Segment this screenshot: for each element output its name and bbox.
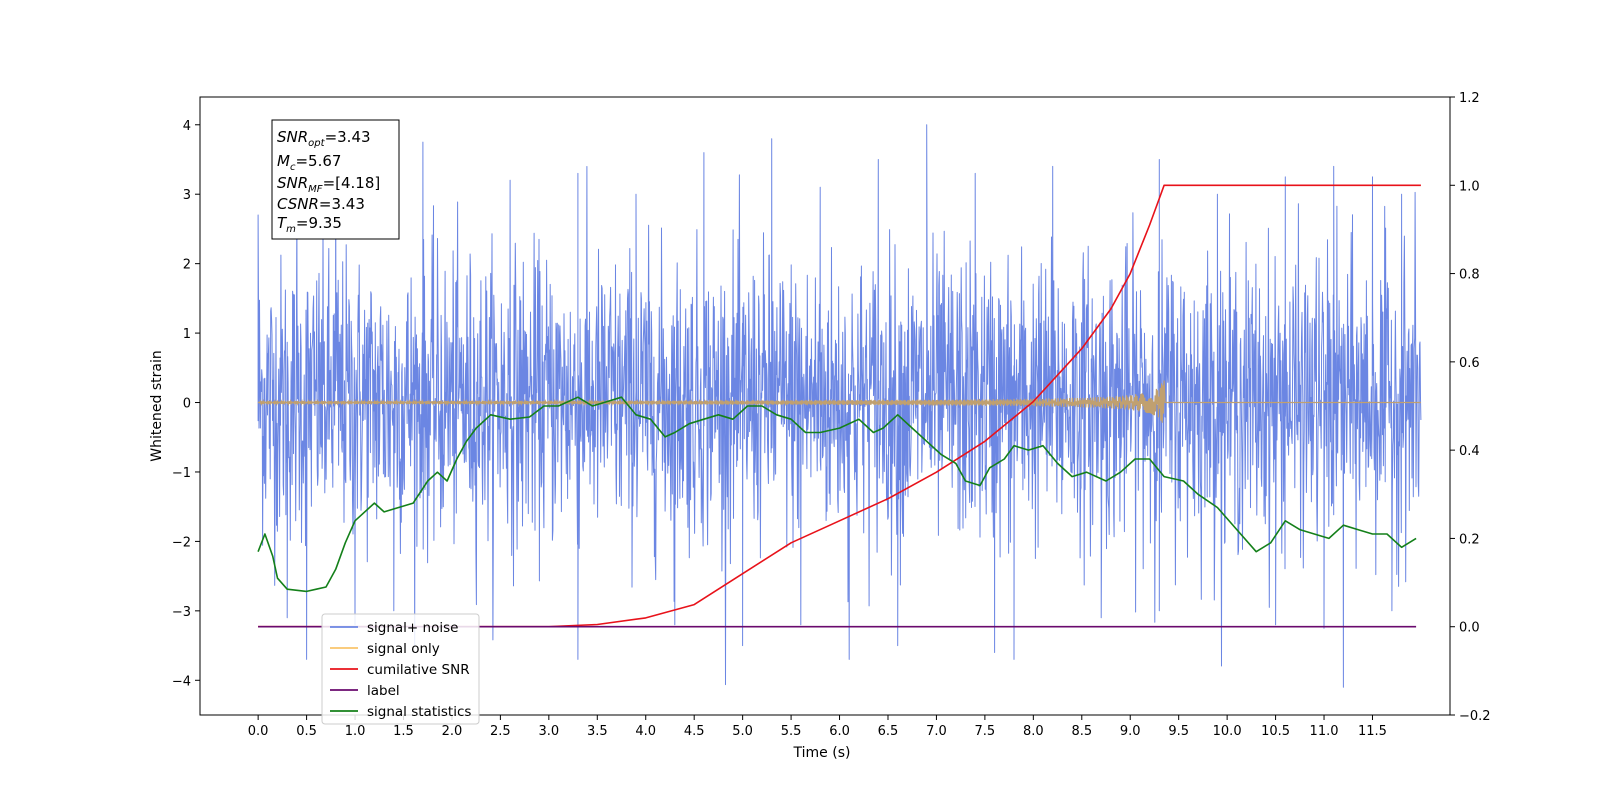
series-signal-noise xyxy=(257,124,1422,688)
y-left-tick-label: −3 xyxy=(172,605,191,620)
y-right-tick-label: 0.8 xyxy=(1459,268,1480,283)
y-left-tick-label: 4 xyxy=(183,119,191,134)
x-tick-label: 10.0 xyxy=(1213,724,1242,739)
axes-frame xyxy=(199,96,1451,716)
x-tick-label: 5.5 xyxy=(781,724,802,739)
x-tick-label: 6.5 xyxy=(878,724,899,739)
x-tick-label: 8.0 xyxy=(1023,724,1044,739)
y-left-tick-label: 3 xyxy=(183,188,191,203)
y-axis-label: Whitened strain xyxy=(149,350,165,461)
legend-label: cumilative SNR xyxy=(367,662,470,678)
x-tick-label: 2.5 xyxy=(490,724,511,739)
legend-label: label xyxy=(367,683,400,699)
x-tick-label: 11.0 xyxy=(1310,724,1339,739)
x-tick-label: 6.0 xyxy=(829,724,850,739)
y-left-tick-label: 1 xyxy=(183,327,191,342)
x-tick-label: 1.5 xyxy=(393,724,414,739)
y-left-tick-label: −2 xyxy=(172,535,191,550)
axis-ticks: 0.0 0.5 1.0 1.5 2.0 2.5 3.0 3.5 4.0 4.5 5.0 5.5 6.0 6… xyxy=(172,91,1491,739)
x-tick-label: 0.0 xyxy=(248,724,269,739)
legend-label: signal only xyxy=(367,641,440,657)
info-annotation-box: SNRopt=3.43 Mc=5.67 SNRMF=[4.18] CSNR=3.… xyxy=(271,119,400,240)
x-tick-label: 3.5 xyxy=(587,724,608,739)
x-tick-label: 11.5 xyxy=(1358,724,1387,739)
y-right-tick-label: 1.2 xyxy=(1459,91,1480,106)
plot-area xyxy=(257,124,1422,688)
y-left-tick-label: −1 xyxy=(172,466,191,481)
legend: signal+ noise signal only cumilative SNR la… xyxy=(321,613,480,725)
y-left-tick-label: 0 xyxy=(183,397,191,412)
y-left-tick-label: 2 xyxy=(183,258,191,273)
snr-opt-annotation: SNRopt=3.43 xyxy=(277,128,371,149)
x-tick-label: 0.5 xyxy=(296,724,317,739)
chirp-mass-annotation: Mc=5.67 xyxy=(277,152,341,173)
x-axis-label: Time (s) xyxy=(793,745,851,761)
y-right-tick-label: −0.2 xyxy=(1459,709,1491,724)
x-tick-label: 4.5 xyxy=(684,724,705,739)
csnr-annotation: CSNR=3.43 xyxy=(277,195,365,213)
x-tick-label: 10.5 xyxy=(1261,724,1290,739)
x-tick-label: 9.5 xyxy=(1168,724,1189,739)
y-left-tick-label: −4 xyxy=(172,674,191,689)
x-tick-label: 3.0 xyxy=(538,724,559,739)
x-tick-label: 2.0 xyxy=(442,724,463,739)
legend-label: signal+ noise xyxy=(367,620,458,636)
snr-mf-annotation: SNRMF=[4.18] xyxy=(277,174,380,195)
x-tick-label: 5.0 xyxy=(732,724,753,739)
series-signal-only xyxy=(257,380,1421,423)
y-right-tick-label: 0.0 xyxy=(1459,621,1480,636)
series-signal-statistics xyxy=(257,396,1417,593)
x-tick-label: 9.0 xyxy=(1120,724,1141,739)
merger-time-annotation: Tm=9.35 xyxy=(277,214,342,235)
x-tick-label: 7.0 xyxy=(926,724,947,739)
y-right-tick-label: 0.6 xyxy=(1459,356,1480,371)
x-tick-label: 4.0 xyxy=(635,724,656,739)
y-right-tick-label: 0.4 xyxy=(1459,444,1480,459)
series-cumilative-snr xyxy=(258,184,1421,628)
legend-label: signal statistics xyxy=(367,704,471,720)
y-right-tick-label: 0.2 xyxy=(1459,532,1480,547)
x-tick-label: 1.0 xyxy=(345,724,366,739)
x-tick-label: 7.5 xyxy=(975,724,996,739)
x-tick-label: 8.5 xyxy=(1071,724,1092,739)
y-right-tick-label: 1.0 xyxy=(1459,179,1480,194)
